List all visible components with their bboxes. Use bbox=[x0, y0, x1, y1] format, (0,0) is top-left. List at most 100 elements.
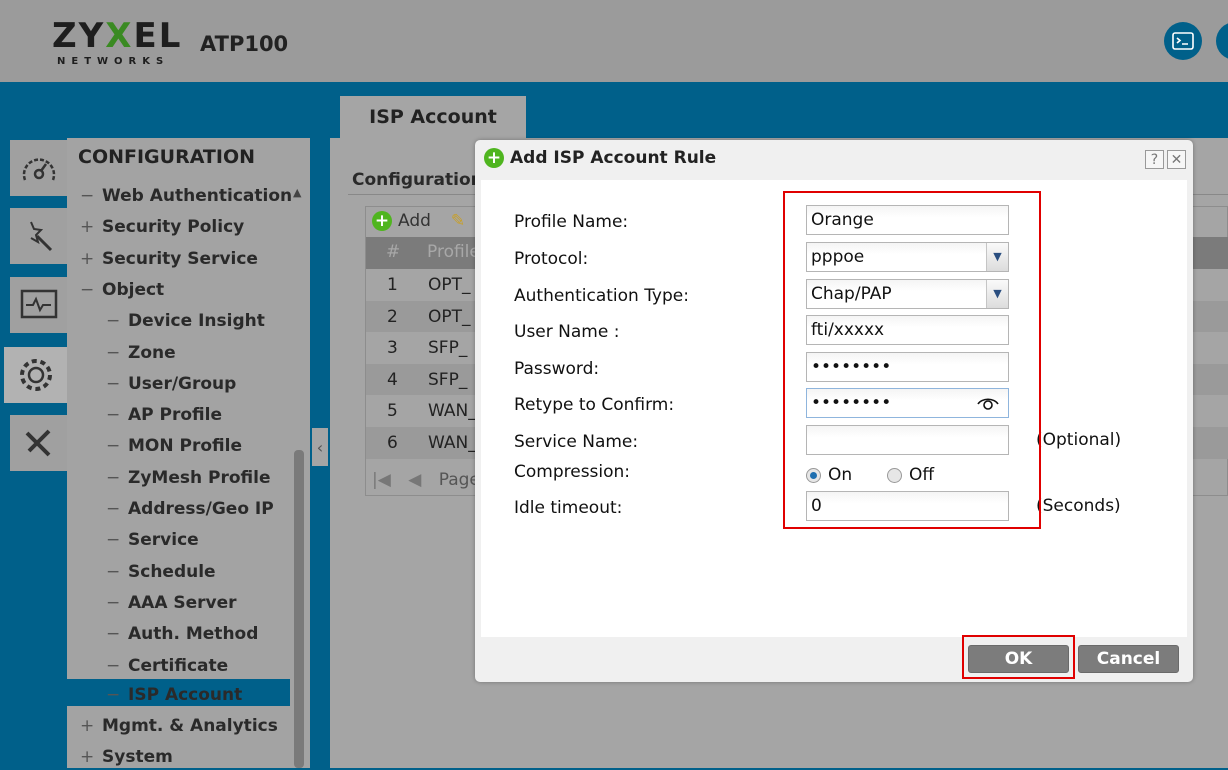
password-input[interactable]: •••••••• bbox=[806, 352, 1009, 382]
retype-label: Retype to Confirm: bbox=[514, 395, 675, 415]
password-label: Password: bbox=[514, 359, 600, 379]
expand-icon[interactable]: + bbox=[80, 716, 95, 737]
eye-icon[interactable] bbox=[976, 395, 1000, 411]
sidebar-item-label: ZyMesh Profile bbox=[128, 467, 271, 488]
console-icon[interactable] bbox=[1164, 22, 1202, 60]
sidebar-item-label: Object bbox=[102, 279, 165, 300]
expand-icon[interactable]: − bbox=[106, 499, 121, 519]
expand-icon[interactable]: − bbox=[106, 684, 121, 705]
sidebar-item-label: Device Insight bbox=[128, 311, 265, 332]
sidebar-item[interactable]: − ISP Account bbox=[106, 682, 242, 708]
sidebar-item[interactable]: − Zone bbox=[106, 340, 176, 366]
expand-icon[interactable]: + bbox=[80, 248, 95, 269]
help-button[interactable]: ? bbox=[1145, 150, 1164, 169]
sidebar-item[interactable]: − Web Authentication bbox=[80, 183, 292, 209]
sidebar-item-label: Certificate bbox=[128, 655, 229, 676]
sidebar-item[interactable]: − Schedule bbox=[106, 559, 216, 585]
expand-icon[interactable]: − bbox=[106, 624, 121, 645]
sidebar-item-label: Security Policy bbox=[102, 217, 245, 238]
sidebar-item[interactable]: + Security Policy bbox=[80, 214, 244, 240]
expand-icon[interactable]: − bbox=[106, 405, 121, 426]
idle-timeout-input[interactable]: 0 bbox=[806, 491, 1009, 521]
ok-button[interactable]: OK bbox=[968, 645, 1069, 673]
sidebar-scrollbar[interactable] bbox=[294, 450, 304, 768]
sidebar-item[interactable]: − Certificate bbox=[106, 653, 228, 679]
expand-icon[interactable]: − bbox=[80, 279, 95, 300]
tab-isp-account[interactable]: ISP Account bbox=[340, 96, 526, 138]
prev-page-icon[interactable]: ◀ bbox=[408, 470, 422, 490]
expand-icon[interactable]: − bbox=[106, 530, 121, 551]
protocol-label: Protocol: bbox=[514, 249, 589, 269]
compression-on-label[interactable]: On bbox=[828, 465, 853, 485]
expand-icon[interactable]: − bbox=[106, 342, 121, 363]
edit-icon[interactable]: ✎ bbox=[450, 211, 466, 231]
expand-icon[interactable]: − bbox=[106, 655, 121, 676]
sidebar-item[interactable]: − Address/Geo IP bbox=[106, 496, 274, 522]
close-button[interactable]: ✕ bbox=[1167, 150, 1186, 169]
profile-name-input[interactable]: Orange bbox=[806, 205, 1009, 235]
section-title: Configuration bbox=[352, 170, 483, 190]
wizard-icon[interactable] bbox=[10, 208, 67, 264]
sidebar-item[interactable]: + System bbox=[80, 744, 173, 770]
user-name-input[interactable]: fti/xxxxx bbox=[806, 315, 1009, 345]
expand-icon[interactable]: + bbox=[80, 747, 95, 768]
sidebar-item-label: MON Profile bbox=[128, 436, 242, 457]
scroll-up-icon[interactable]: ▲ bbox=[293, 186, 302, 199]
sidebar-item[interactable]: − Service bbox=[106, 527, 199, 553]
sidebar-item[interactable]: − AAA Server bbox=[106, 590, 237, 616]
pager: |◀ ◀ Page bbox=[372, 470, 480, 490]
expand-icon[interactable]: − bbox=[106, 592, 121, 613]
window-icon[interactable] bbox=[1216, 22, 1228, 60]
compression-off-radio[interactable] bbox=[887, 468, 902, 483]
sidebar-item[interactable]: − Object bbox=[80, 277, 164, 303]
sidebar-item-label: Mgmt. & Analytics bbox=[102, 716, 278, 737]
sidebar-item-label: Auth. Method bbox=[128, 624, 259, 645]
auth-type-select[interactable]: Chap/PAP ▼ bbox=[806, 279, 1009, 309]
cancel-button[interactable]: Cancel bbox=[1078, 645, 1179, 673]
tools-icon[interactable] bbox=[10, 415, 67, 471]
monitor-icon[interactable] bbox=[10, 277, 67, 333]
add-button[interactable]: Add bbox=[398, 211, 431, 231]
sidebar-item[interactable]: − AP Profile bbox=[106, 402, 222, 428]
collapse-sidebar-button[interactable]: ‹ bbox=[312, 428, 328, 466]
sidebar-item-label: System bbox=[102, 747, 173, 768]
header bbox=[0, 0, 1228, 82]
sidebar-item[interactable]: + Security Service bbox=[80, 246, 258, 272]
compression-off-label[interactable]: Off bbox=[909, 465, 935, 485]
sidebar-item[interactable]: + Mgmt. & Analytics bbox=[80, 713, 278, 739]
service-name-input[interactable] bbox=[806, 425, 1009, 455]
expand-icon[interactable]: − bbox=[106, 436, 121, 457]
first-page-icon[interactable]: |◀ bbox=[372, 470, 391, 490]
compression-on-radio[interactable] bbox=[806, 468, 821, 483]
sidebar bbox=[67, 138, 310, 768]
expand-icon[interactable]: − bbox=[106, 311, 121, 332]
sidebar-item-label: AAA Server bbox=[128, 592, 237, 613]
sidebar-item[interactable]: − Device Insight bbox=[106, 308, 265, 334]
expand-icon[interactable]: − bbox=[106, 373, 121, 394]
idle-timeout-label: Idle timeout: bbox=[514, 498, 623, 518]
profile-name-label: Profile Name: bbox=[514, 212, 629, 232]
dialog-title: + Add ISP Account Rule bbox=[484, 148, 716, 168]
chevron-down-icon[interactable]: ▼ bbox=[986, 280, 1008, 308]
gear-icon[interactable] bbox=[4, 347, 67, 403]
protocol-select[interactable]: pppoe ▼ bbox=[806, 242, 1009, 272]
sidebar-item-label: Web Authentication bbox=[102, 186, 293, 206]
expand-icon[interactable]: + bbox=[80, 217, 95, 238]
expand-icon[interactable]: − bbox=[80, 186, 95, 206]
dashboard-icon[interactable] bbox=[10, 140, 67, 196]
expand-icon[interactable]: − bbox=[106, 561, 121, 582]
sidebar-item[interactable]: − ZyMesh Profile bbox=[106, 465, 270, 491]
sidebar-item-label: Service bbox=[128, 530, 199, 551]
sidebar-item[interactable]: − MON Profile bbox=[106, 433, 242, 459]
chevron-down-icon[interactable]: ▼ bbox=[986, 243, 1008, 271]
sidebar-item-label: Address/Geo IP bbox=[128, 499, 274, 519]
sidebar-item-label: Schedule bbox=[128, 561, 216, 582]
compression-label: Compression: bbox=[514, 462, 631, 482]
table-toolbar: + Add ✎ bbox=[372, 211, 465, 231]
sidebar-item[interactable]: − Auth. Method bbox=[106, 621, 258, 647]
sidebar-item[interactable]: − User/Group bbox=[106, 371, 236, 397]
expand-icon[interactable]: − bbox=[106, 467, 121, 488]
device-model: ATP100 bbox=[200, 32, 289, 56]
sidebar-title: CONFIGURATION bbox=[78, 146, 256, 168]
retype-password-input[interactable]: •••••••• bbox=[806, 388, 1009, 418]
